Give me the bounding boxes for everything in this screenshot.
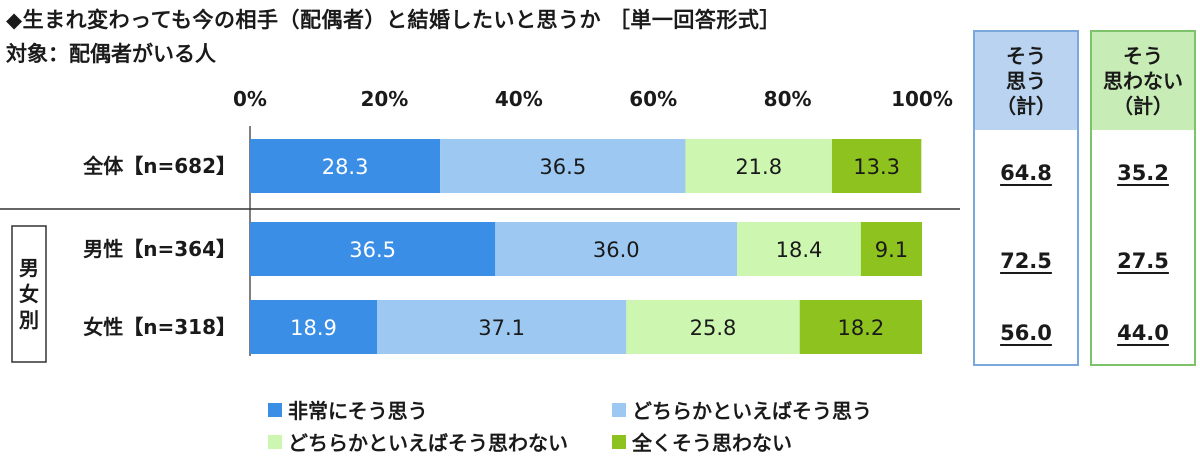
data-label: 36.5: [349, 238, 396, 262]
summary-agree-header-line: そう: [1006, 43, 1046, 68]
bar-segment: [799, 300, 922, 354]
bar-segment: [626, 300, 800, 354]
bar-segment: [250, 300, 378, 354]
data-label: 28.3: [322, 155, 369, 179]
summary-agree-header-line: 思う: [1006, 68, 1046, 93]
data-label: 18.2: [837, 316, 884, 340]
summary-agree-column: そう 思う （計） 64.8 72.5 56.0: [973, 30, 1079, 366]
x-tick-label: 60%: [629, 87, 677, 111]
legend-label: 全くそう思わない: [632, 431, 792, 455]
category-label: 男性【n=364】: [83, 237, 236, 261]
x-tick-label: 80%: [764, 87, 812, 111]
legend-swatch: [268, 402, 282, 417]
bar-segment: [860, 222, 922, 276]
stacked-bar-chart: 0% 20% 40% 60% 80% 100% 男女別 全体【n=682】 28.3 36.5 21…: [0, 87, 960, 363]
summary-agree-value: 64.8: [1000, 161, 1052, 185]
group-label-char: 男: [19, 256, 39, 280]
data-label: 37.1: [478, 316, 525, 340]
x-tick-label: 100%: [891, 87, 953, 111]
category-label: 全体【n=682】: [82, 154, 236, 178]
category-label: 女性【n=318】: [83, 315, 236, 339]
summary-agree-value: 72.5: [1000, 249, 1052, 273]
summary-disagree-header: そう 思わない （計）: [1092, 32, 1194, 130]
summary-agree-header-line: （計）: [996, 93, 1056, 118]
data-label: 36.5: [539, 155, 586, 179]
summary-agree-header: そう 思う （計）: [975, 32, 1077, 130]
summary-disagree-value: 44.0: [1117, 321, 1169, 345]
legend-swatch: [268, 434, 282, 449]
data-label: 18.4: [776, 238, 823, 262]
bar-segment: [440, 139, 686, 193]
x-tick-label: 0%: [233, 87, 267, 111]
summary-disagree-value: 35.2: [1117, 161, 1169, 185]
bar-segment: [737, 222, 861, 276]
legend-item: 非常にそう思う: [268, 395, 428, 424]
group-label-char: 別: [19, 308, 39, 332]
summary-disagree-value: 27.5: [1117, 249, 1169, 273]
legend-item: どちらかといえばそう思わない: [268, 427, 568, 456]
legend-swatch: [612, 434, 626, 449]
legend-label: どちらかといえばそう思う: [632, 399, 872, 423]
bar-segment: [831, 139, 922, 193]
data-label: 9.1: [875, 238, 908, 262]
summary-disagree-header-line: （計）: [1113, 93, 1173, 118]
x-tick-label: 20%: [360, 87, 408, 111]
chart-title: ◆生まれ変わっても今の相手（配偶者）と結婚したいと思うか ［単一回答形式］: [6, 8, 781, 32]
legend-swatch: [612, 402, 626, 417]
legend-item: どちらかといえばそう思う: [612, 395, 872, 424]
bar-segment: [685, 139, 832, 193]
bar-segment: [250, 222, 496, 276]
data-label: 18.9: [290, 316, 337, 340]
group-label-box: [11, 225, 47, 363]
data-label: 21.8: [735, 155, 782, 179]
summary-disagree-header-line: 思わない: [1103, 68, 1183, 93]
bar-segment: [250, 139, 441, 193]
legend-label: 非常にそう思う: [288, 399, 428, 423]
bar-segment: [495, 222, 738, 276]
bar-segment: [377, 300, 627, 354]
summary-disagree-header-line: そう: [1123, 43, 1163, 68]
legend-label: どちらかといえばそう思わない: [288, 431, 568, 455]
x-tick-label: 40%: [495, 87, 543, 111]
summary-disagree-column: そう 思わない （計） 35.2 27.5 44.0: [1090, 30, 1196, 366]
data-label: 13.3: [853, 155, 900, 179]
legend-item: 全くそう思わない: [612, 427, 792, 456]
group-label-char: 女: [19, 282, 39, 306]
data-label: 36.0: [593, 238, 640, 262]
data-label: 25.8: [690, 316, 737, 340]
summary-agree-value: 56.0: [1000, 321, 1052, 345]
chart-subtitle: 対象：配偶者がいる人: [6, 42, 216, 66]
